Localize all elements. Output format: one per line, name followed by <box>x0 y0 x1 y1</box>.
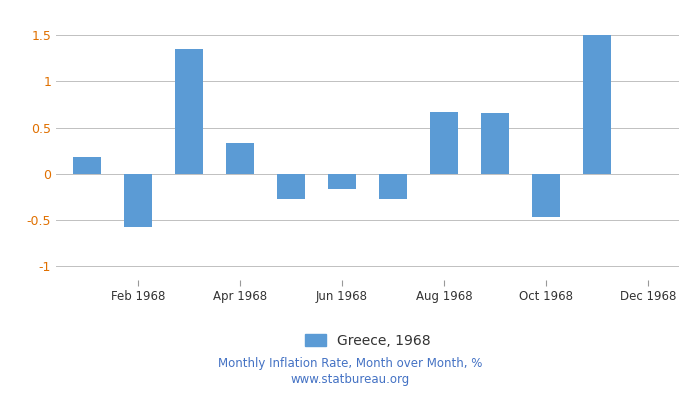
Bar <box>379 174 407 199</box>
Bar <box>430 112 458 174</box>
Bar <box>481 113 509 174</box>
Bar <box>175 49 203 174</box>
Bar <box>532 174 560 217</box>
Bar <box>124 174 152 227</box>
Text: www.statbureau.org: www.statbureau.org <box>290 374 410 386</box>
Legend: Greece, 1968: Greece, 1968 <box>299 328 436 354</box>
Bar <box>328 174 356 190</box>
Bar <box>277 174 305 199</box>
Bar <box>73 157 101 174</box>
Bar <box>226 143 254 174</box>
Bar <box>583 35 611 174</box>
Text: Monthly Inflation Rate, Month over Month, %: Monthly Inflation Rate, Month over Month… <box>218 358 482 370</box>
